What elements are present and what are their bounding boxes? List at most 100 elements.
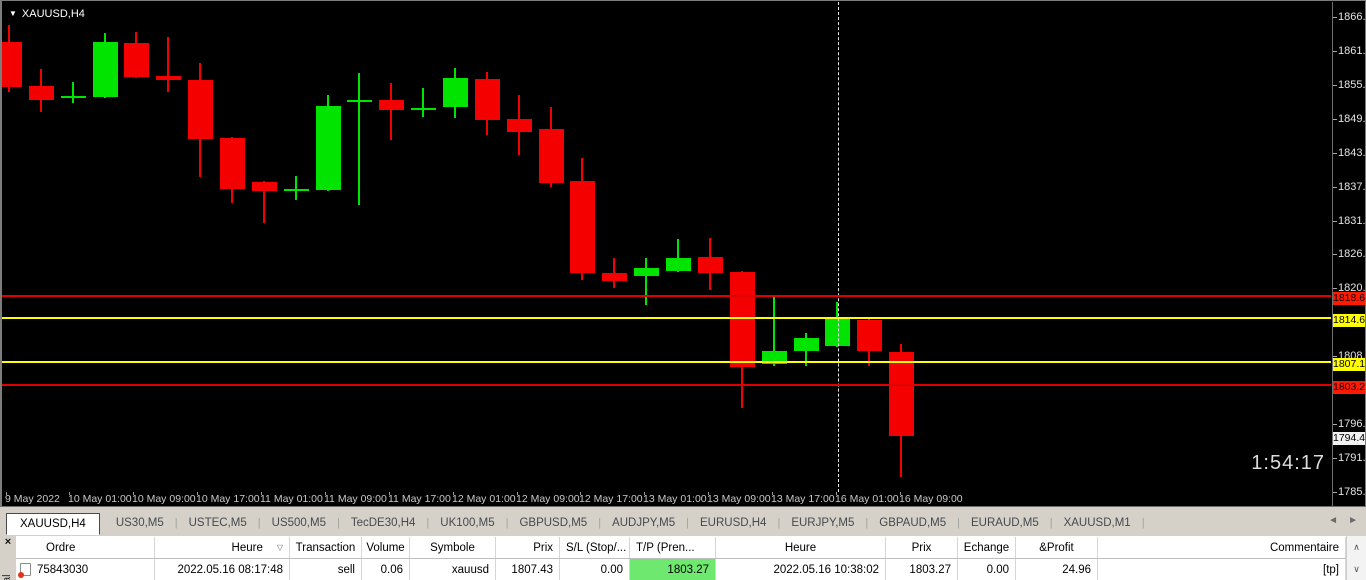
candle-bull	[61, 96, 86, 98]
candle-bear	[570, 181, 595, 273]
tab-tecde30-h4[interactable]: TecDE30,H4	[350, 517, 416, 529]
column-header-text: Commentaire	[1269, 541, 1339, 554]
price-level-line[interactable]	[2, 384, 1331, 386]
order-document-icon	[18, 563, 31, 578]
tab-gbpaud-m5[interactable]: GBPAUD,M5	[879, 517, 947, 529]
candlestick-chart[interactable]: ▼ XAUUSD,H4 1:54:17	[2, 2, 1331, 492]
price-tick	[1333, 458, 1337, 459]
candle-wick	[72, 82, 74, 103]
column-header-heure[interactable]: Heure ▽	[155, 537, 290, 558]
price-axis[interactable]: 1866.90 1861.05 1855.20 1849.35 1843.50 1837.…	[1332, 2, 1366, 506]
candle-bear	[730, 272, 755, 367]
price-tick	[1333, 424, 1337, 425]
column-header--profit[interactable]: &Profit	[1016, 537, 1098, 558]
order-cell-12: [tp]	[1098, 559, 1346, 580]
tab-separator: |	[426, 517, 430, 529]
column-header-prix[interactable]: Prix	[496, 537, 560, 558]
column-header-transaction[interactable]: Transaction	[290, 537, 362, 558]
chart-tabs: XAUUSD,H4 US30,M5 | USTEC,M5 | US500,M5 | TecDE…	[6, 510, 1320, 536]
candle-bear	[698, 257, 723, 273]
time-label: 13 May 09:00	[707, 493, 771, 505]
order-cell-text: 75843030	[37, 563, 89, 576]
column-header-commentaire[interactable]: Commentaire	[1098, 537, 1346, 558]
scroll-down-icon[interactable]: ∨	[1353, 564, 1360, 574]
tab-uk100-m5[interactable]: UK100,M5	[440, 517, 495, 529]
price-level-line[interactable]	[2, 295, 1331, 297]
chart-symbol-text: XAUUSD,H4	[21, 8, 85, 20]
tab-separator: |	[957, 517, 960, 529]
order-cell-9: 1803.27	[886, 559, 958, 580]
order-cell-2: sell	[290, 559, 362, 580]
order-cell-3: 0.06	[362, 559, 410, 580]
tab-audjpy-m5[interactable]: AUDJPY,M5	[612, 517, 676, 529]
candle-bull	[443, 78, 468, 107]
terminal-close-button[interactable]: ×	[4, 536, 12, 548]
column-header-symbole[interactable]: Symbole	[410, 537, 496, 558]
column-header-ordre[interactable]: Ordre	[16, 537, 155, 558]
time-tick	[325, 492, 326, 495]
column-header-text: Prix	[533, 541, 553, 554]
candle-wick	[390, 83, 392, 140]
tab-xauusd-h4[interactable]: XAUUSD,H4	[6, 513, 100, 535]
tab-separator: |	[257, 517, 261, 529]
tab-ustec-m5[interactable]: USTEC,M5	[188, 517, 247, 529]
time-tick	[708, 492, 709, 495]
candle-wick	[677, 239, 679, 272]
price-tick-label: 1861.05	[1338, 45, 1366, 57]
price-tick-label: 1791.00	[1338, 452, 1366, 464]
candle-bull	[284, 189, 309, 191]
price-tick	[1333, 187, 1337, 188]
chart-symbol-label[interactable]: ▼ XAUUSD,H4	[9, 8, 85, 20]
column-header-t-p-pren-[interactable]: T/P (Pren...	[630, 537, 716, 558]
tabs-scroll-left-icon[interactable]: ◄	[1328, 515, 1338, 526]
order-cell-text: 1807.43	[511, 563, 553, 576]
candle-wick	[358, 73, 360, 205]
orders-table-header[interactable]: Ordre Heure ▽ Transaction Volume Symbole Prix S…	[16, 537, 1346, 559]
column-header-text: Echange	[963, 541, 1010, 554]
candle-wick	[167, 37, 169, 92]
window-border-top	[0, 0, 1366, 1]
price-tick-label: 1855.20	[1338, 79, 1366, 91]
time-label: 11 May 17:00	[388, 493, 451, 505]
column-header-heure[interactable]: Heure	[716, 537, 886, 558]
column-header-text: Symbole	[430, 541, 475, 554]
time-label: 11 May 01:00	[260, 493, 323, 505]
column-header-volume[interactable]: Volume	[362, 537, 410, 558]
time-axis[interactable]: 9 May 2022 10 May 01:00 10 May 09:00 10 May…	[2, 492, 1331, 506]
column-header-text: Prix	[911, 541, 932, 554]
time-label: 12 May 17:00	[579, 493, 643, 505]
orders-table-row[interactable]: 75843030 2022.05.16 08:17:48 sell 0.06 xauus…	[16, 559, 1346, 580]
tab-eurusd-h4[interactable]: EURUSD,H4	[700, 517, 767, 529]
order-cell-1: 2022.05.16 08:17:48	[155, 559, 290, 580]
sort-direction-icon[interactable]: ▽	[276, 543, 283, 552]
column-header-echange[interactable]: Echange	[958, 537, 1016, 558]
price-level-line[interactable]	[2, 361, 1331, 363]
time-label: 13 May 17:00	[771, 493, 835, 505]
price-marker-label: 1818.62	[1333, 292, 1366, 305]
time-label: 13 May 01:00	[643, 493, 707, 505]
price-level-line[interactable]	[2, 317, 1331, 319]
tab-eurjpy-m5[interactable]: EURJPY,M5	[791, 517, 855, 529]
tab-us30-m5[interactable]: US30,M5	[115, 517, 164, 529]
tab-xauusd-m1[interactable]: XAUUSD,M1	[1063, 517, 1131, 529]
candle-bull	[666, 258, 691, 271]
tabs-scroll-right-icon[interactable]: ►	[1348, 515, 1358, 526]
price-tick-label: 1843.50	[1338, 147, 1366, 159]
terminal-scrollbar[interactable]: ∧ ∨	[1346, 536, 1366, 580]
scroll-up-icon[interactable]: ∧	[1353, 542, 1360, 552]
time-tick	[580, 492, 581, 495]
candle-bear	[602, 273, 627, 281]
column-header-text: Volume	[366, 541, 405, 554]
candle-bull	[794, 338, 819, 351]
column-header-prix[interactable]: Prix	[886, 537, 958, 558]
candle-bear	[475, 79, 500, 120]
tab-euraud-m5[interactable]: EURAUD,M5	[971, 517, 1039, 529]
column-header-text: &Profit	[1039, 541, 1074, 554]
time-tick	[453, 492, 454, 495]
column-header-s-l-stop-[interactable]: S/L (Stop/...	[560, 537, 630, 558]
time-tick	[644, 492, 645, 495]
tab-gbpusd-m5[interactable]: GBPUSD,M5	[519, 517, 588, 529]
tab-us500-m5[interactable]: US500,M5	[271, 517, 326, 529]
time-label: 16 May 01:00	[835, 493, 899, 505]
candle-bear	[889, 352, 914, 436]
